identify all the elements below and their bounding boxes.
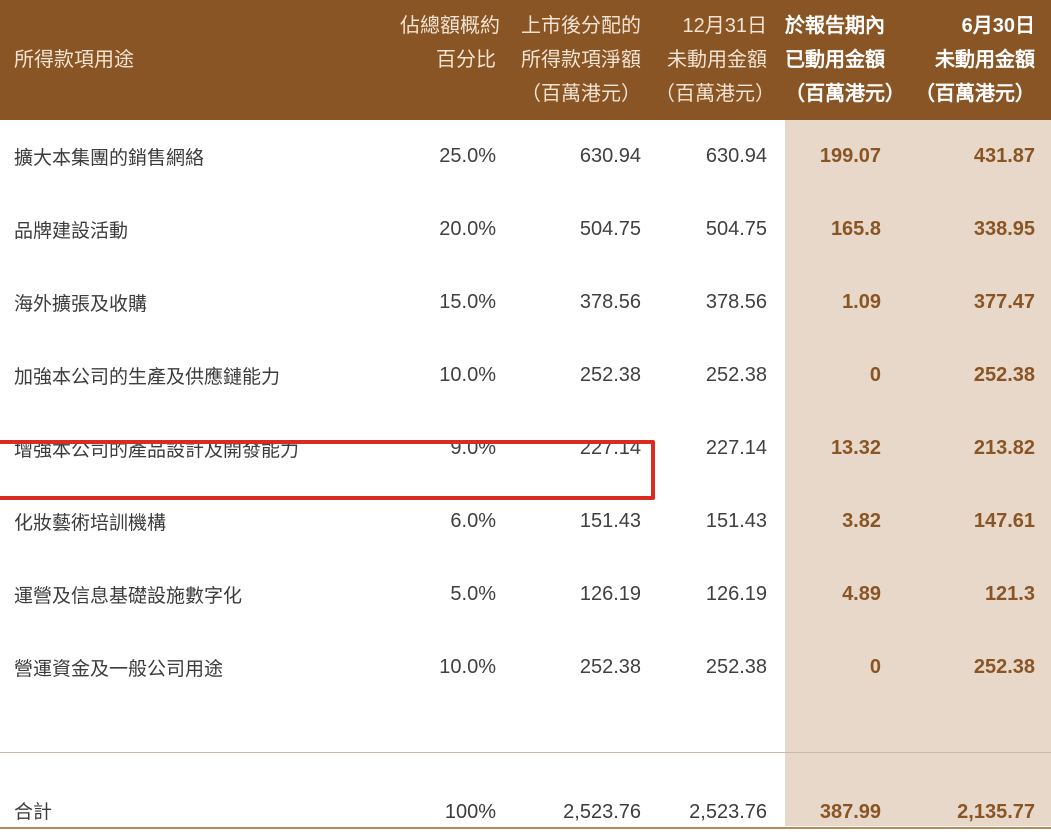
table-header-row: 所得款項用途 佔總額概約 百分比 上市後分配的 所得款項淨額 （百萬港元） 12… — [0, 0, 1051, 120]
cell-percent-of-total: 10.0% — [439, 656, 496, 678]
cell-unutilised-jun30: 377.47 — [973, 291, 1035, 313]
cell-purpose: 增強本公司的產品設計及開發能力 — [14, 440, 300, 461]
cell-utilised-in-period: 4.89 — [842, 583, 881, 605]
cell-total-unutilised-dec31: 2,523.76 — [689, 801, 767, 823]
table-row: 營運資金及一般公司用途 10.0% 252.38 252.38 0 252.38 — [0, 631, 1051, 704]
column-header-unutilised-dec31: 12月31日 未動用金額 （百萬港元） — [655, 0, 785, 120]
cell-unutilised-dec31: 252.38 — [705, 656, 767, 678]
cell-unutilised-dec31: 252.38 — [705, 364, 767, 386]
cell-unutilised-jun30: 338.95 — [973, 218, 1035, 240]
cell-unutilised-dec31: 378.56 — [705, 291, 767, 313]
column-header-unutilised-dec31-unit: （百萬港元） — [655, 83, 775, 105]
table-row-highlighted: 增強本公司的產品設計及開發能力 9.0% 227.14 227.14 13.32… — [0, 412, 1051, 485]
column-header-utilised-in-period: 於報告期內 已動用金額 （百萬港元） — [785, 0, 905, 120]
table-row: 化妝藝術培訓機構 6.0% 151.43 151.43 3.82 147.61 — [0, 485, 1051, 558]
table-bottom-rule — [0, 827, 1051, 829]
cell-utilised-in-period: 0 — [869, 656, 881, 678]
column-header-utilised-line-2: 已動用金額 — [785, 49, 885, 71]
cell-purpose: 擴大本集團的銷售網絡 — [14, 148, 205, 169]
pre-total-spacer — [0, 704, 1051, 752]
column-header-net-proceeds-line-2: 所得款項淨額 — [521, 49, 641, 71]
cell-unutilised-jun30: 121.3 — [984, 583, 1035, 605]
cell-net-proceeds: 504.75 — [579, 218, 641, 240]
cell-percent-of-total: 9.0% — [450, 437, 496, 459]
total-divider — [0, 752, 1051, 753]
table-total-row: 合計 100% 2,523.76 2,523.76 387.99 2,135.7… — [0, 753, 1051, 838]
cell-utilised-in-period: 0 — [869, 364, 881, 386]
cell-net-proceeds: 252.38 — [579, 656, 641, 678]
cell-percent-of-total: 5.0% — [450, 583, 496, 605]
cell-unutilised-jun30: 252.38 — [973, 364, 1035, 386]
column-header-net-proceeds-unit: （百萬港元） — [521, 83, 641, 105]
cell-net-proceeds: 252.38 — [579, 364, 641, 386]
cell-net-proceeds: 227.14 — [579, 437, 641, 459]
column-header-unutilised-jun30-unit: （百萬港元） — [915, 83, 1035, 105]
column-header-purpose-line-2: 所得款項用途 — [14, 49, 134, 71]
cell-total-utilised-in-period: 387.99 — [819, 801, 881, 823]
column-header-unutilised-dec31-line-2: 未動用金額 — [667, 49, 767, 71]
cell-unutilised-jun30: 147.61 — [973, 510, 1035, 532]
cell-total-unutilised-jun30: 2,135.77 — [957, 801, 1035, 823]
cell-unutilised-jun30: 213.82 — [973, 437, 1035, 459]
cell-percent-of-total: 20.0% — [439, 218, 496, 240]
column-header-unutilised-dec31-line-1: 12月31日 — [682, 15, 768, 37]
column-header-utilised-line-1: 於報告期內 — [785, 15, 885, 37]
cell-purpose: 海外擴張及收購 — [14, 294, 148, 315]
cell-unutilised-dec31: 227.14 — [705, 437, 767, 459]
table-body: 擴大本集團的銷售網絡 25.0% 630.94 630.94 199.07 43… — [0, 120, 1051, 838]
cell-utilised-in-period: 165.8 — [830, 218, 881, 240]
table-row: 運營及信息基礎設施數字化 5.0% 126.19 126.19 4.89 121… — [0, 558, 1051, 631]
cell-total-percent-of-total: 100% — [444, 801, 496, 823]
column-header-percent-line-1: 佔總額概約 — [400, 15, 500, 37]
cell-utilised-in-period: 3.82 — [842, 510, 881, 532]
cell-purpose: 品牌建設活動 — [14, 221, 129, 242]
cell-purpose: 運營及信息基礎設施數字化 — [14, 586, 243, 607]
cell-purpose: 營運資金及一般公司用途 — [14, 659, 224, 680]
column-header-unutilised-jun30-line-1: 6月30日 — [961, 15, 1035, 37]
cell-net-proceeds: 126.19 — [579, 583, 641, 605]
cell-utilised-in-period: 1.09 — [842, 291, 881, 313]
column-header-net-proceeds-line-1: 上市後分配的 — [521, 15, 641, 37]
cell-unutilised-dec31: 126.19 — [705, 583, 767, 605]
column-header-net-proceeds: 上市後分配的 所得款項淨額 （百萬港元） — [510, 0, 655, 120]
cell-net-proceeds: 151.43 — [579, 510, 641, 532]
cell-unutilised-dec31: 504.75 — [705, 218, 767, 240]
column-header-unutilised-jun30-line-2: 未動用金額 — [935, 49, 1035, 71]
cell-percent-of-total: 15.0% — [439, 291, 496, 313]
cell-percent-of-total: 10.0% — [439, 364, 496, 386]
column-header-percent-line-2: 百分比 — [436, 49, 496, 71]
cell-net-proceeds: 630.94 — [579, 145, 641, 167]
column-header-percent-of-total: 佔總額概約 百分比 — [400, 0, 510, 120]
highlighted-columns-band — [785, 120, 1051, 826]
column-header-unutilised-jun30: 6月30日 未動用金額 （百萬港元） — [905, 0, 1051, 120]
cell-unutilised-jun30: 431.87 — [973, 145, 1035, 167]
cell-utilised-in-period: 13.32 — [830, 437, 881, 459]
cell-utilised-in-period: 199.07 — [819, 145, 881, 167]
table-row: 擴大本集團的銷售網絡 25.0% 630.94 630.94 199.07 43… — [0, 120, 1051, 193]
column-header-utilised-unit: （百萬港元） — [785, 83, 905, 105]
cell-purpose: 加強本公司的生產及供應鏈能力 — [14, 367, 281, 388]
cell-total-label: 合計 — [14, 802, 53, 823]
table-row: 加強本公司的生產及供應鏈能力 10.0% 252.38 252.38 0 252… — [0, 339, 1051, 412]
cell-total-net-proceeds: 2,523.76 — [563, 801, 641, 823]
cell-net-proceeds: 378.56 — [579, 291, 641, 313]
cell-percent-of-total: 25.0% — [439, 145, 496, 167]
cell-unutilised-dec31: 630.94 — [705, 145, 767, 167]
table-row: 海外擴張及收購 15.0% 378.56 378.56 1.09 377.47 — [0, 266, 1051, 339]
cell-percent-of-total: 6.0% — [450, 510, 496, 532]
cell-unutilised-dec31: 151.43 — [705, 510, 767, 532]
cell-unutilised-jun30: 252.38 — [973, 656, 1035, 678]
cell-purpose: 化妝藝術培訓機構 — [14, 513, 167, 534]
table-row: 品牌建設活動 20.0% 504.75 504.75 165.8 338.95 — [0, 193, 1051, 266]
column-header-purpose: 所得款項用途 — [0, 0, 400, 120]
